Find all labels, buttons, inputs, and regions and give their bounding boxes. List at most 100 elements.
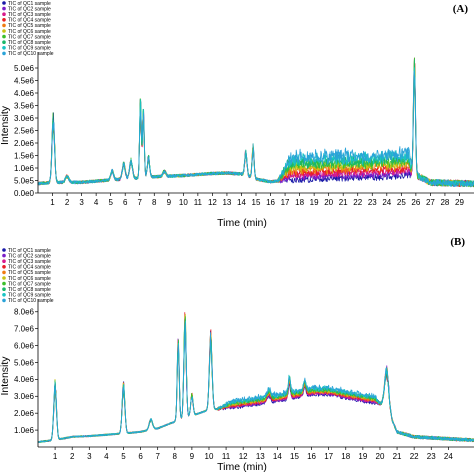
x-tick-label: 24 [382,198,391,207]
series-line [37,318,474,443]
x-tick-label: 12 [208,198,217,207]
x-tick-label: 26 [411,198,420,207]
legend-marker [2,51,6,56]
series-line [37,63,474,188]
series-line [38,320,474,443]
y-tick-label: 7.0e6 [14,324,35,333]
x-tick-label: 27 [426,198,435,207]
traces [37,57,474,188]
x-tick-label: 10 [179,198,188,207]
x-tick-label: 17 [281,198,290,207]
legend-label: TIC of QC3 sample [8,12,51,18]
x-tick-label: 13 [222,198,231,207]
x-tick-label: 25 [397,198,406,207]
x-tick-label: 17 [324,452,333,461]
legend-label: TIC of QC10 sample [8,298,54,304]
x-tick-label: 1 [50,198,55,207]
x-tick-label: 20 [324,198,333,207]
x-tick-label: 22 [353,198,362,207]
y-axis-title: Intensity [0,105,11,145]
x-tick-label: 5 [108,198,113,207]
legend-marker [2,276,6,280]
x-tick-label: 14 [237,198,246,207]
y-tick-label: 3.5e6 [14,101,35,110]
x-tick-label: 23 [427,452,436,461]
y-tick-label: 4.0e6 [14,89,35,98]
legend-label: TIC of QC2 sample [8,6,51,12]
x-tick-label: 4 [104,452,109,461]
legend-label: TIC of QC6 sample [8,276,51,282]
legend-marker [2,23,6,28]
series-line [37,318,474,443]
x-tick-label: 6 [138,452,143,461]
x-tick-label: 18 [341,452,350,461]
y-tick-label: 4.0e6 [14,375,35,384]
series-line [37,70,474,188]
y-tick-label: 0.0e0 [14,189,35,198]
panel-label: (A) [453,3,469,15]
series-line [37,329,474,443]
legend-label: TIC of QC3 sample [8,259,51,265]
x-tick-label: 13 [256,452,265,461]
y-axis-title: Intensity [0,356,11,396]
series-line [37,324,474,443]
x-tick-label: 10 [205,452,214,461]
x-tick-label: 15 [252,198,261,207]
x-tick-label: 12 [239,452,248,461]
x-tick-label: 2 [65,198,70,207]
x-tick-label: 7 [138,198,143,207]
x-tick-label: 1 [53,452,58,461]
legend-label: TIC of QC7 sample [8,281,51,287]
legend-label: TIC of QC8 sample [8,287,51,293]
legend-marker [2,281,6,286]
x-axis-title: Time (min) [217,217,267,229]
x-tick-label: 2 [70,452,75,461]
x-tick-label: 6 [123,198,128,207]
legend-label: TIC of QC1 sample [8,248,51,254]
x-tick-label: 3 [79,198,84,207]
legend-label: TIC of QC9 sample [8,293,51,299]
x-tick-label: 9 [190,452,195,461]
x-tick-label: 29 [455,198,464,207]
y-tick-label: 3.0e6 [14,392,35,401]
y-tick-label: 3.0e6 [14,114,35,123]
legend-label: TIC of QC5 sample [8,23,51,29]
x-tick-label: 22 [410,452,419,461]
x-tick-label: 7 [155,452,160,461]
x-tick-label: 19 [358,452,367,461]
series-line [37,313,474,443]
legend-marker [2,265,6,269]
x-tick-label: 3 [87,452,92,461]
legend-label: TIC of QC8 sample [8,40,51,46]
legend-label: TIC of QC7 sample [8,34,51,40]
legend-label: TIC of QC6 sample [8,29,51,35]
legend-label: TIC of QC4 sample [8,265,51,271]
legend-label: TIC of QC5 sample [8,270,51,276]
panel-label: (B) [450,236,465,248]
y-tick-label: 6.0e6 [14,341,35,350]
x-tick-label: 4 [94,198,99,207]
legend-marker [2,34,6,39]
legend-marker [2,253,6,258]
y-tick-label: 1.0e6 [14,426,35,435]
legend-marker [2,6,6,11]
legend-marker [2,1,6,5]
legend-marker [2,248,6,252]
x-tick-label: 11 [222,452,231,461]
legend-marker [2,259,6,264]
x-tick-label: 5 [121,452,126,461]
x-tick-label: 15 [290,452,299,461]
legend-marker [2,287,6,292]
legend-label: TIC of QC2 sample [8,253,51,259]
legend-label: TIC of QC4 sample [8,18,51,24]
x-tick-label: 18 [295,198,304,207]
series-line [37,323,474,443]
legend-marker [2,298,6,303]
traces [37,312,474,443]
x-tick-label: 20 [376,452,385,461]
series-line [37,331,474,443]
y-tick-label: 2.0e6 [14,139,35,148]
x-tick-label: 19 [310,198,319,207]
